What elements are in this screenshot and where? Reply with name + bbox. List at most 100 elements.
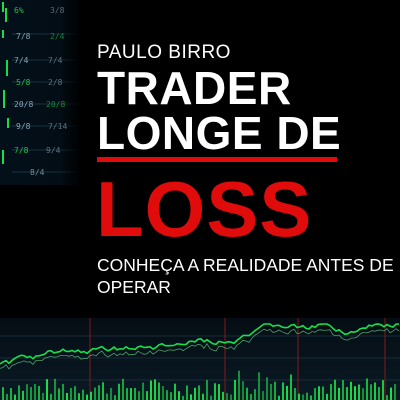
ticker-value: 9/4 (46, 146, 61, 155)
volume-bar (174, 383, 176, 400)
stock-chart-svg (0, 318, 400, 400)
volume-bar (138, 391, 140, 400)
volume-bar (234, 379, 236, 400)
volume-bar (58, 388, 60, 400)
subtitle: CONHEÇA A REALIDADE ANTES DE OPERAR (97, 255, 394, 297)
volume-bar (46, 379, 48, 400)
volume-bar (30, 387, 32, 400)
volume-bar (50, 393, 52, 400)
volume-bar (166, 390, 168, 400)
volume-bar (322, 386, 324, 400)
ticker-value: 5/8 (16, 78, 31, 87)
volume-bar (258, 372, 260, 400)
volume-bars (2, 370, 396, 400)
volume-bar (390, 387, 392, 400)
title-line-2: LONGE DE (97, 107, 342, 159)
volume-bar (230, 394, 232, 400)
volume-bar (378, 386, 380, 400)
volume-bar (262, 391, 264, 400)
volume-bar (282, 382, 284, 400)
volume-bar (314, 388, 316, 400)
volume-bar (38, 385, 40, 400)
volume-bar (306, 392, 308, 400)
volume-bar (190, 394, 192, 400)
volume-bar (114, 395, 116, 400)
title-accent-loss: LOSS (96, 165, 313, 253)
stock-ticker-panel: 6% 3/8 7/8 2/4 7/4 7/4 5/8 2/8 20/8 20/8 9/8 7/14 7/… (0, 0, 80, 185)
volume-bar (286, 385, 288, 400)
volume-bar (66, 392, 68, 400)
volume-bar (366, 378, 368, 400)
volume-bar (370, 384, 372, 400)
volume-bar (210, 395, 212, 400)
ticker-value: 7/8 (16, 32, 31, 41)
volume-bar (150, 380, 152, 400)
volume-bar (294, 387, 296, 400)
volume-bar (250, 394, 252, 400)
volume-bar (374, 382, 376, 400)
ticker-graphic (0, 0, 80, 185)
volume-bar (382, 380, 384, 400)
volume-bar (14, 394, 16, 400)
volume-bar (346, 387, 348, 400)
volume-bar (254, 389, 256, 400)
volume-bar (298, 393, 300, 400)
volume-bar (182, 395, 184, 400)
ticker-value: 6% (14, 6, 24, 15)
volume-bar (126, 388, 128, 400)
volume-bar (362, 388, 364, 400)
volume-bar (42, 392, 44, 400)
volume-bar (350, 381, 352, 400)
red-divider (97, 157, 337, 162)
volume-bar (142, 382, 144, 400)
ticker-value: 7/4 (14, 56, 29, 65)
volume-bar (358, 384, 360, 400)
volume-bar (342, 380, 344, 400)
volume-bar (274, 381, 276, 400)
volume-bar (26, 384, 28, 400)
title-line-1: TRADER (97, 62, 292, 114)
volume-bar (162, 386, 164, 400)
volume-bar (354, 386, 356, 400)
volume-bar (106, 393, 108, 400)
volume-bar (6, 393, 8, 400)
volume-bar (186, 385, 188, 400)
volume-bar (2, 387, 4, 400)
volume-bar (62, 383, 64, 400)
volume-bar (70, 387, 72, 400)
ticker-value: 7/8 (14, 146, 29, 155)
volume-bar (54, 378, 56, 400)
volume-bar (82, 389, 84, 400)
volume-bar (22, 390, 24, 400)
volume-bar (10, 388, 12, 400)
stock-chart-graphic (0, 318, 400, 400)
volume-bar (118, 383, 120, 400)
ticker-value: 7/14 (48, 122, 68, 131)
volume-bar (98, 385, 100, 400)
volume-bar (226, 392, 228, 400)
ticker-value: 8/4 (30, 168, 45, 177)
ticker-value: 7/4 (48, 56, 63, 65)
volume-bar (178, 391, 180, 400)
volume-bar (386, 395, 388, 400)
price-line (0, 323, 400, 365)
volume-bar (158, 382, 160, 400)
volume-bar (278, 395, 280, 400)
volume-bar (198, 385, 200, 400)
volume-bar (238, 370, 240, 400)
volume-bar (222, 391, 224, 400)
volume-bar (242, 381, 244, 400)
ticker-value: 2/8 (48, 78, 63, 87)
volume-bar (130, 388, 132, 400)
volume-bar (78, 393, 80, 400)
ticker-value: 20/8 (14, 100, 34, 109)
volume-bar (122, 378, 124, 400)
volume-bar (110, 387, 112, 400)
volume-bar (34, 383, 36, 400)
volume-bar (154, 379, 156, 400)
volume-bar (394, 384, 396, 400)
price-line-secondary (0, 328, 400, 370)
ticker-value: 9/8 (16, 122, 31, 131)
volume-bar (270, 383, 272, 400)
